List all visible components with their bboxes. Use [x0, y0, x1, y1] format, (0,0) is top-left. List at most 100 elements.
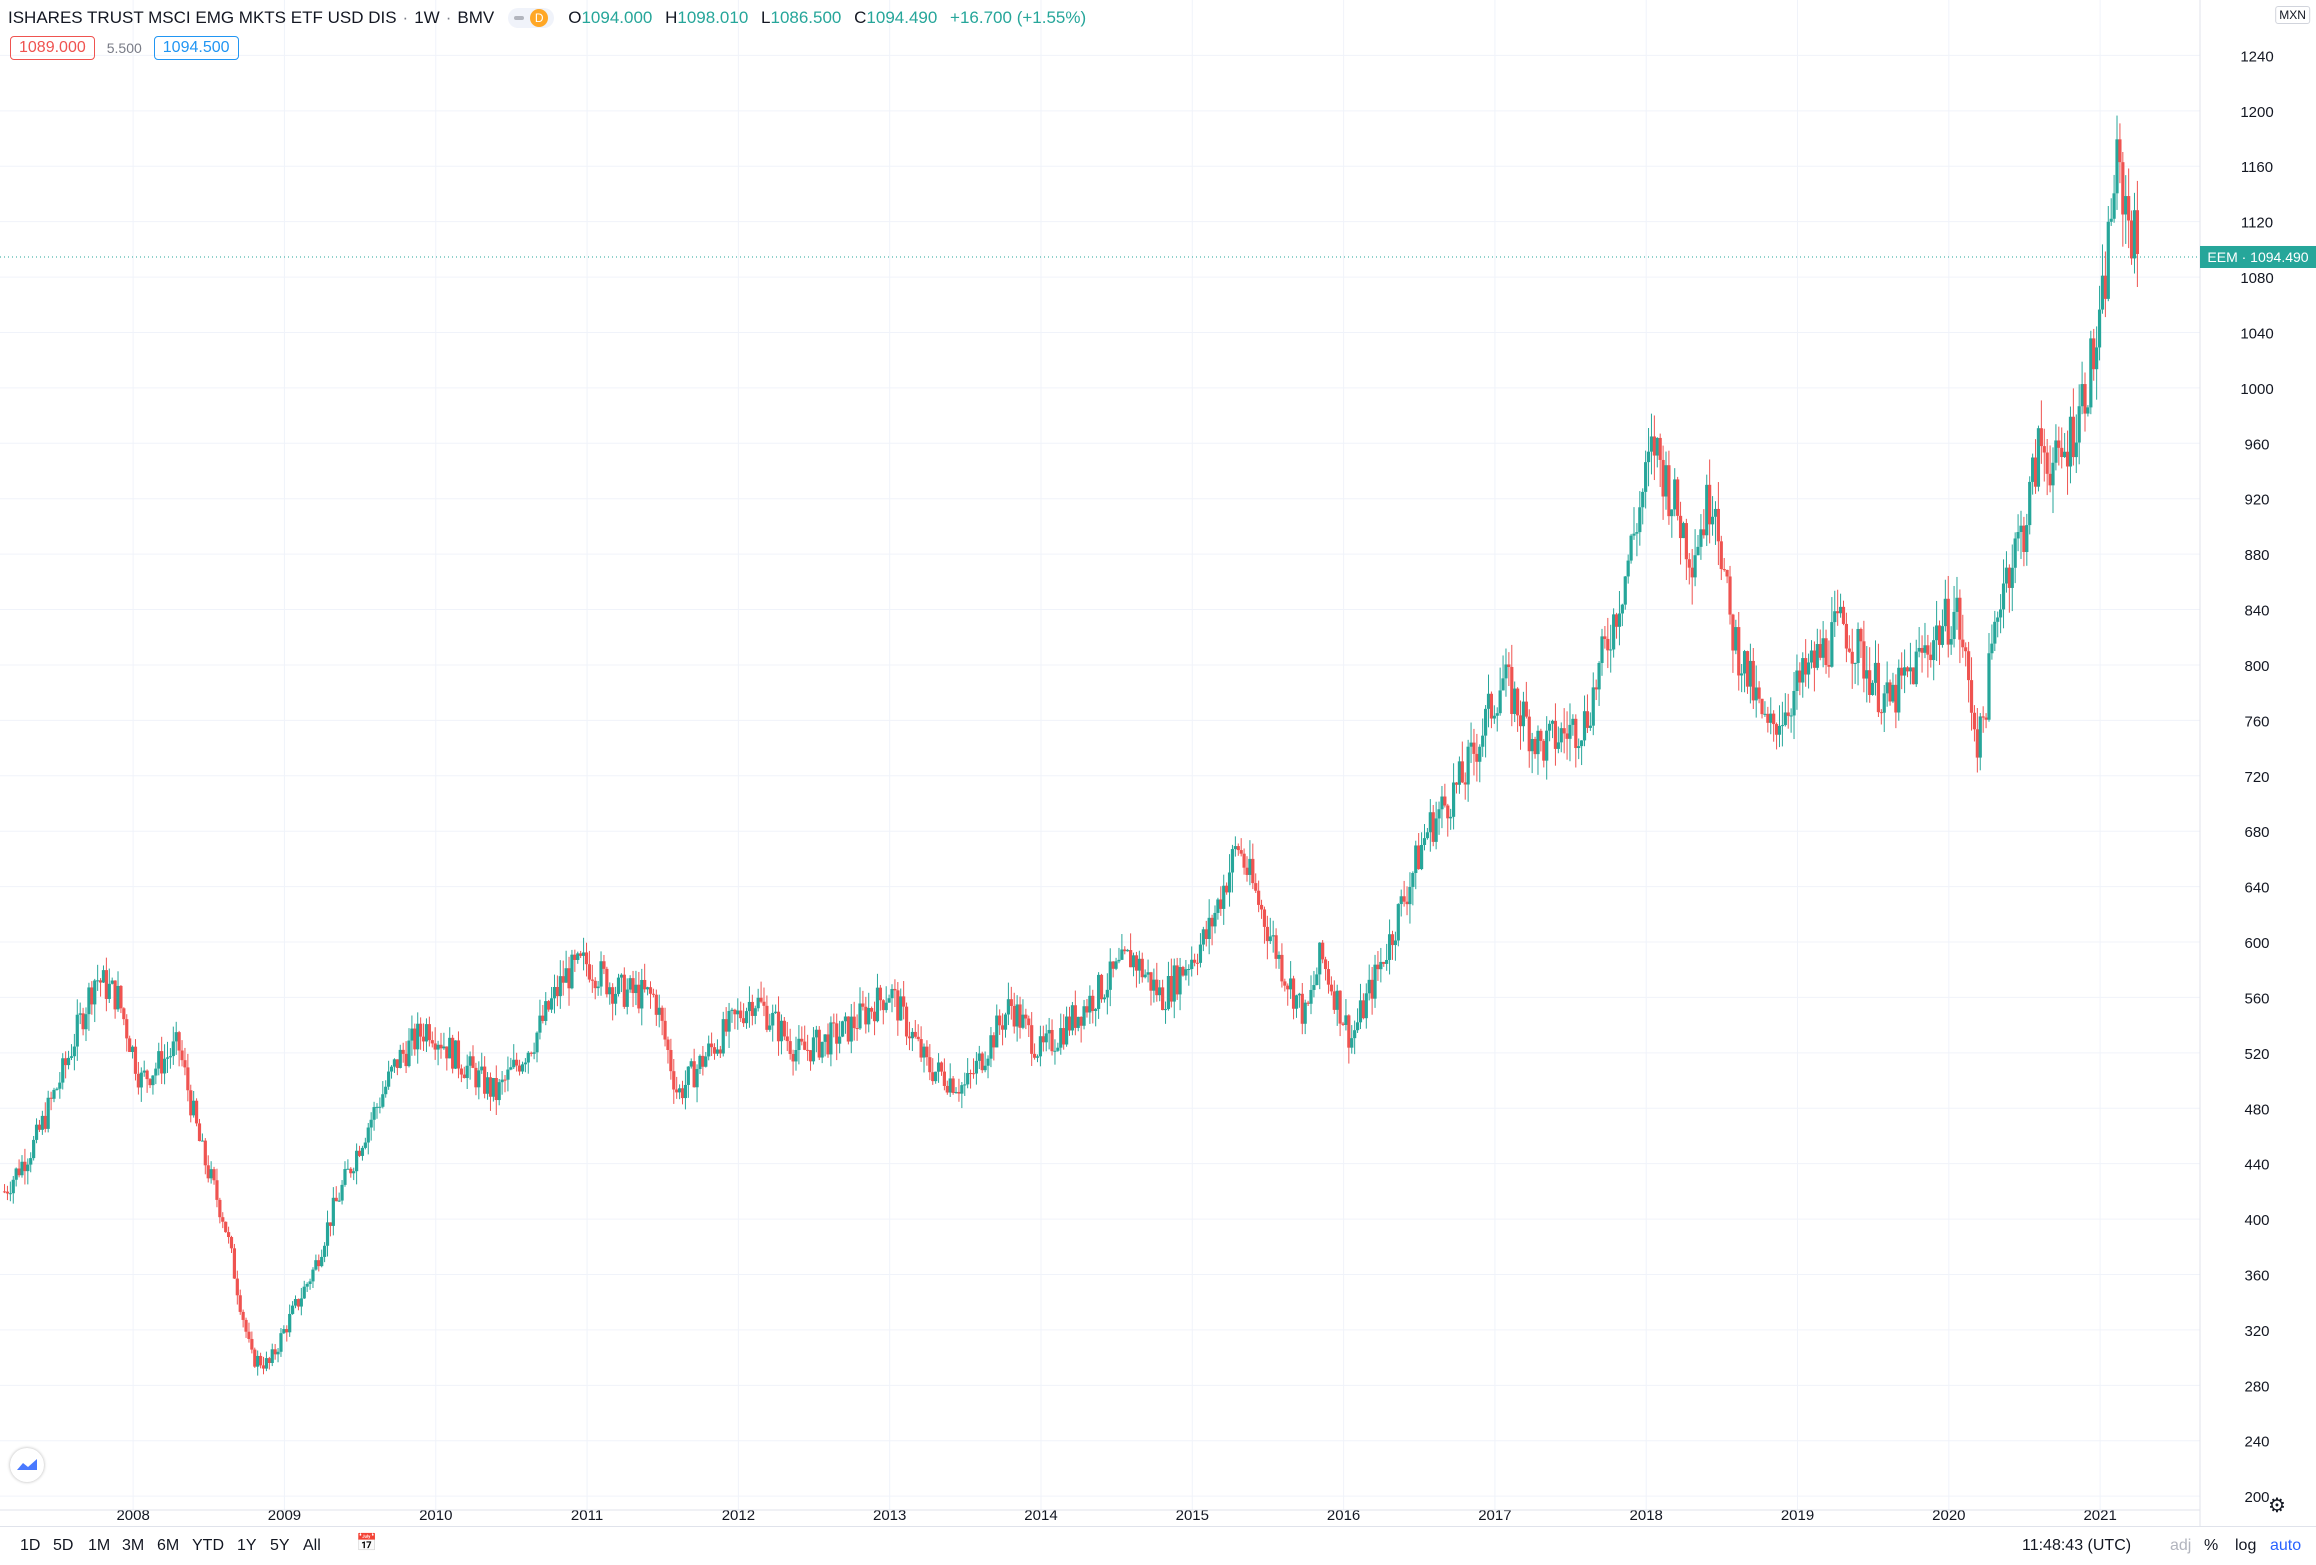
candle-body: [1914, 651, 1918, 685]
symbol-title[interactable]: ISHARES TRUST MSCI EMG MKTS ETF USD DIS: [8, 8, 397, 27]
candle-body: [581, 952, 586, 956]
ask-price-box[interactable]: 1094.500: [153, 36, 239, 60]
candle-body: [1908, 667, 1913, 672]
candle-body: [776, 1011, 781, 1042]
candle-body: [1827, 665, 1831, 667]
timeframe-5d[interactable]: 5D: [53, 1537, 74, 1554]
candle-body: [2086, 407, 2090, 414]
candle-body: [1067, 1016, 1072, 1031]
timeframe-ytd[interactable]: YTD: [192, 1537, 224, 1554]
candle-body: [75, 1014, 79, 1047]
candle-body: [253, 1349, 257, 1367]
candle-body: [1262, 909, 1267, 927]
candle-body: [2, 1191, 7, 1193]
gear-icon[interactable]: ⚙: [2268, 1495, 2286, 1517]
timeframe-6m[interactable]: 6M: [157, 1537, 180, 1554]
candle-body: [1530, 739, 1534, 752]
candle-body: [1900, 667, 1904, 676]
candle-body: [1969, 680, 1974, 713]
candle-body: [875, 987, 880, 1022]
candle-body: [1975, 729, 1979, 758]
candle-body: [69, 1056, 74, 1058]
candle-body: [180, 1050, 184, 1061]
candle-body: [1073, 1005, 1077, 1028]
candle-body: [355, 1150, 359, 1172]
candle-body: [203, 1140, 207, 1166]
candle-body: [1399, 896, 1403, 905]
candle-body: [960, 1085, 964, 1094]
candle-body: [1649, 436, 1654, 452]
candle-body: [37, 1124, 42, 1130]
interval-label[interactable]: 1W: [414, 8, 440, 27]
candle-body: [1449, 816, 1453, 819]
candle-body: [1737, 627, 1741, 676]
candle-body: [26, 1164, 30, 1172]
candle-body: [520, 1064, 525, 1072]
candle-body: [1582, 711, 1587, 741]
currency-badge[interactable]: MXN: [2275, 6, 2310, 24]
candle-body: [666, 1039, 670, 1050]
candle-body: [1652, 436, 1656, 456]
candle-body: [561, 976, 565, 983]
utc-clock[interactable]: 11:48:43 (UTC): [2022, 1537, 2132, 1554]
candle-body: [762, 1001, 766, 1006]
candle-body: [1024, 1014, 1028, 1019]
candle-body: [794, 1050, 798, 1062]
candle-body: [549, 998, 554, 1010]
candle-body: [1923, 645, 1927, 653]
candle-body: [1347, 1015, 1351, 1048]
candle-body: [101, 970, 106, 983]
timeframe-3m[interactable]: 3M: [122, 1537, 145, 1554]
candle-body: [779, 1020, 784, 1042]
candle-body: [1044, 1033, 1048, 1043]
candle-body: [1152, 979, 1156, 991]
candle-body: [1795, 670, 1799, 691]
candle-body: [1364, 993, 1368, 1019]
timeframe-1y[interactable]: 1Y: [237, 1537, 257, 1554]
timeframe-5y[interactable]: 5Y: [270, 1537, 290, 1554]
percent-toggle[interactable]: %: [2204, 1537, 2219, 1554]
candle-body: [1946, 598, 1950, 645]
candle-body: [1230, 849, 1235, 873]
timeframe-all[interactable]: All: [303, 1537, 321, 1554]
candle-body: [1984, 717, 1988, 720]
candle-body: [1411, 872, 1415, 887]
market-status-pill[interactable]: D: [508, 8, 555, 28]
candle-body: [2089, 338, 2093, 408]
candle-body: [628, 978, 632, 990]
candle-body: [1844, 623, 1849, 649]
candle-body: [1003, 1014, 1008, 1030]
candle-body: [192, 1100, 196, 1116]
bid-price-box[interactable]: 1089.000: [10, 36, 95, 60]
candle-body: [1117, 959, 1121, 962]
candle-body: [247, 1331, 251, 1339]
candle-body: [998, 1015, 1002, 1026]
candle-body: [683, 1084, 688, 1099]
candle-body: [1859, 628, 1863, 642]
candle-body: [427, 1024, 431, 1041]
candle-body: [1943, 598, 1947, 627]
candle-body: [323, 1245, 327, 1257]
log-toggle[interactable]: log: [2235, 1537, 2257, 1554]
tradingview-logo-icon[interactable]: [10, 1448, 44, 1482]
candle-body: [1713, 508, 1718, 517]
candle-body: [1783, 712, 1787, 726]
timeframe-1d[interactable]: 1D: [20, 1537, 41, 1554]
timeframe-1m[interactable]: 1M: [88, 1537, 111, 1554]
candle-body: [654, 994, 658, 1015]
candle-body: [643, 979, 647, 990]
candle-body: [471, 1056, 475, 1068]
candle-body: [84, 1014, 88, 1030]
calendar-goto-icon[interactable]: 📅: [356, 1533, 378, 1552]
candle-body: [1175, 965, 1179, 995]
candle-body: [1972, 712, 1977, 730]
candle-body: [1748, 660, 1752, 687]
candle-body: [1181, 967, 1185, 976]
auto-toggle[interactable]: auto: [2270, 1537, 2302, 1554]
candle-body: [1297, 993, 1301, 996]
candle-body: [384, 1086, 388, 1095]
candle-body: [1504, 664, 1508, 679]
candle-body: [1053, 1050, 1057, 1052]
adj-toggle[interactable]: adj: [2170, 1537, 2192, 1554]
